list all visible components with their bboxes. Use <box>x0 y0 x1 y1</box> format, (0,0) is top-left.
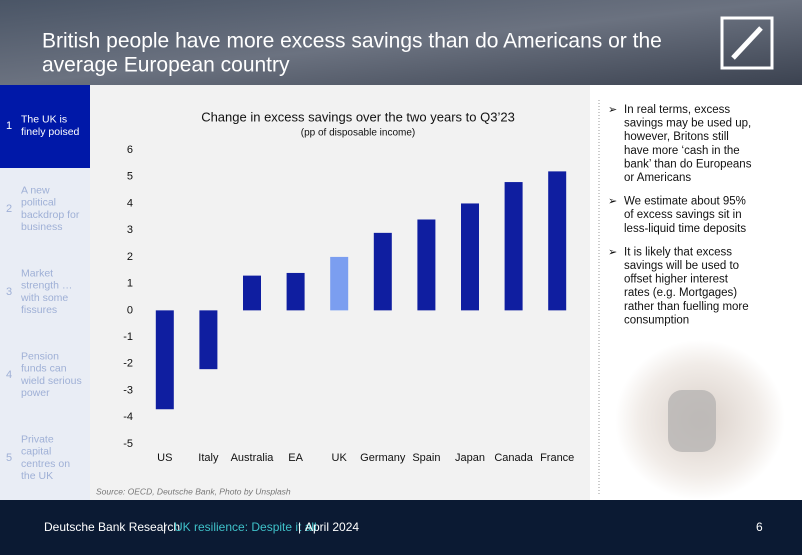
slide-title: British people have more excess savings … <box>42 30 662 53</box>
sidebar-label: A new <box>21 184 50 196</box>
footer-separator: | <box>298 520 301 534</box>
y-tick-label: -2 <box>123 358 133 370</box>
sidebar-label: the UK <box>21 470 53 482</box>
bullet-arrow: ➢ <box>608 104 617 116</box>
y-tick-label: 2 <box>127 251 133 263</box>
bullet-text: In real terms, excess <box>624 104 730 116</box>
x-tick-label: EA <box>288 452 303 464</box>
logo-slash <box>731 26 763 60</box>
x-tick-label: Canada <box>494 452 533 464</box>
bar <box>373 232 392 311</box>
y-tick-label: 4 <box>127 197 133 209</box>
y-tick-label: -3 <box>123 384 133 396</box>
photo-jar <box>668 390 716 452</box>
x-tick-label: US <box>157 452 172 464</box>
x-tick-label: Spain <box>412 452 440 464</box>
footer-brand: Deutsche Bank Research <box>44 520 180 534</box>
bar <box>417 219 436 311</box>
bullet-text: It is likely that excess <box>624 246 732 258</box>
y-tick-label: 0 <box>127 304 133 316</box>
x-tick-label: Australia <box>231 452 275 464</box>
bar <box>548 171 567 311</box>
source: Source: OECD, Deutsche Bank, Photo by Un… <box>96 486 291 496</box>
sidebar-label: wield serious <box>20 375 82 387</box>
x-tick-label: Germany <box>360 452 406 464</box>
slide-title: average European country <box>42 54 290 77</box>
bullet-text: have more ‘cash in the <box>624 145 740 157</box>
chart-subtitle: (pp of disposable income) <box>301 128 416 139</box>
bar <box>155 310 174 410</box>
sidebar-number[interactable]: 3 <box>6 286 12 298</box>
bullet-text: less-liquid time deposits <box>624 223 746 235</box>
sidebar-label: capital <box>21 446 51 458</box>
sidebar-number[interactable]: 5 <box>6 452 12 464</box>
y-tick-label: -4 <box>123 411 133 423</box>
y-tick-label: 3 <box>127 224 133 236</box>
sidebar-label: fissures <box>21 304 57 316</box>
y-tick-label: -1 <box>123 331 133 343</box>
sidebar-label: power <box>21 387 50 399</box>
sidebar-label: centres on <box>21 458 70 470</box>
sidebar-label: with some <box>20 292 68 304</box>
page-number: 6 <box>756 520 763 534</box>
footer <box>0 500 802 555</box>
bullet-text: offset higher interest <box>624 274 729 286</box>
sidebar-number[interactable]: 1 <box>6 120 12 132</box>
sidebar-active <box>0 85 90 168</box>
sidebar-number[interactable]: 4 <box>6 369 12 381</box>
bar <box>199 310 218 370</box>
header-banner <box>0 0 802 85</box>
bullet-text: rates (e.g. Mortgages) <box>624 287 737 299</box>
bullet-text: savings may be used up, <box>624 118 751 130</box>
bar <box>504 182 523 311</box>
bullet-text: We estimate about 95% <box>624 196 746 208</box>
chart-title: Change in excess savings over the two ye… <box>201 109 515 124</box>
bullet-text: rather than fuelling more <box>624 301 749 313</box>
sidebar-label: Private <box>21 433 54 445</box>
y-tick-label: 5 <box>127 171 133 183</box>
bar <box>243 275 261 311</box>
sidebar-label: business <box>21 221 62 233</box>
sidebar-label: funds can <box>21 363 67 375</box>
bullet-text: however, Britons still <box>624 131 729 143</box>
bar <box>461 203 479 311</box>
bar <box>330 256 349 311</box>
footer-series: UK resilience: Despite it all <box>174 520 317 534</box>
bar <box>286 272 305 311</box>
x-tick-label: UK <box>332 452 348 464</box>
bullet-text: bank’ than do Europeans <box>624 158 752 170</box>
logo <box>720 16 774 70</box>
sidebar-number[interactable]: 2 <box>6 203 12 215</box>
sidebar-label: finely poised <box>21 126 80 138</box>
sidebar-label: backdrop for <box>21 209 80 221</box>
bullet-text: of excess savings sit in <box>624 209 742 221</box>
y-tick-label: -5 <box>123 438 133 450</box>
sidebar-label: Market <box>21 267 53 279</box>
footer-date: April 2024 <box>305 520 359 534</box>
bullet-arrow: ➢ <box>608 246 617 258</box>
y-tick-label: 6 <box>127 144 133 156</box>
x-tick-label: France <box>540 452 574 464</box>
bullet-text: consumption <box>624 314 689 326</box>
y-tick-label: 1 <box>127 278 133 290</box>
bullet-text: or Americans <box>624 172 691 184</box>
x-tick-label: Italy <box>198 452 219 464</box>
footer-separator: | <box>163 520 166 534</box>
sidebar-label: political <box>21 197 56 209</box>
sidebar-label: The UK is <box>21 114 67 126</box>
bullet-arrow: ➢ <box>608 196 617 208</box>
bullet-text: savings will be used to <box>624 260 739 272</box>
sidebar-label: strength … <box>21 280 72 292</box>
x-tick-label: Japan <box>455 452 485 464</box>
sidebar-label: Pension <box>21 350 59 362</box>
